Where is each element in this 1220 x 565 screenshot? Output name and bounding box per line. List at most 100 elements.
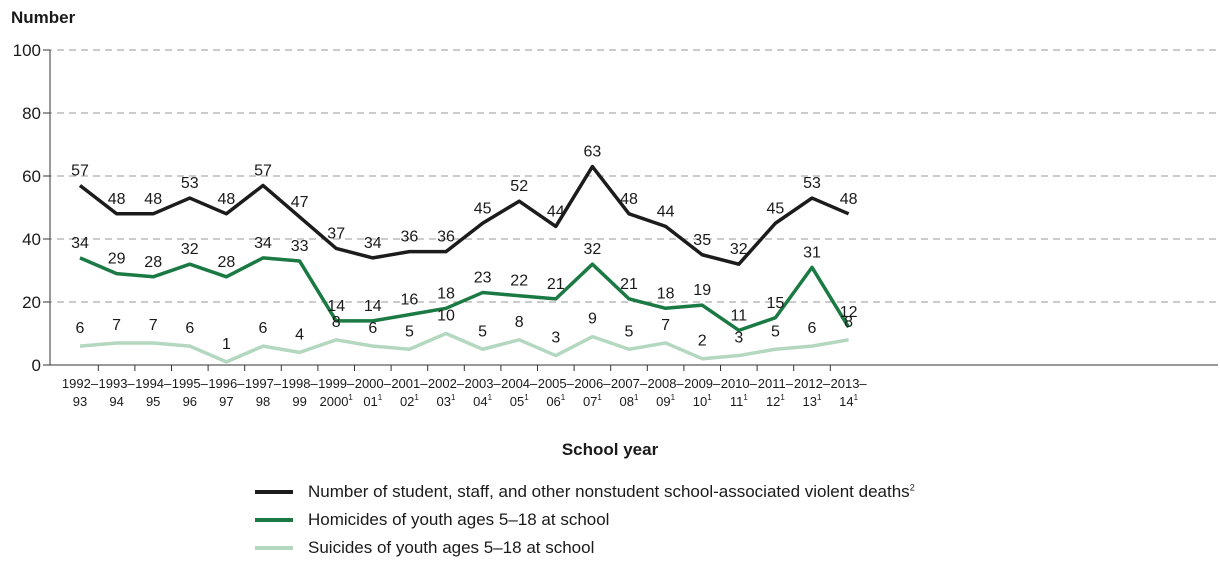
data-label: 6 bbox=[76, 320, 85, 337]
x-tick-label: 2002– bbox=[428, 376, 465, 391]
data-label: 8 bbox=[844, 314, 853, 331]
data-label: 28 bbox=[218, 254, 236, 271]
data-label: 52 bbox=[510, 178, 528, 195]
x-tick-label: 121 bbox=[766, 393, 785, 409]
data-label: 6 bbox=[259, 320, 268, 337]
data-label: 32 bbox=[181, 241, 199, 258]
data-label: 23 bbox=[474, 270, 492, 287]
data-label: 12 bbox=[840, 304, 858, 321]
y-tick-label: 100 bbox=[13, 41, 41, 60]
data-label: 28 bbox=[144, 254, 162, 271]
x-tick-label: 131 bbox=[803, 393, 822, 409]
x-tick-label: 1999– bbox=[318, 376, 355, 391]
legend-label-deaths: Number of student, staff, and other nons… bbox=[308, 482, 915, 501]
data-label: 48 bbox=[144, 191, 162, 208]
data-label: 37 bbox=[327, 225, 345, 242]
data-label: 7 bbox=[661, 317, 670, 334]
x-tick-label: 081 bbox=[620, 393, 639, 409]
x-tick-label: 061 bbox=[546, 393, 565, 409]
data-label: 3 bbox=[734, 330, 743, 347]
data-label: 6 bbox=[368, 320, 377, 337]
x-tick-label: 2013– bbox=[831, 376, 868, 391]
data-label: 34 bbox=[254, 235, 272, 252]
data-label: 4 bbox=[295, 326, 304, 343]
x-tick-label: 1993– bbox=[99, 376, 136, 391]
x-tick-label: 111 bbox=[730, 393, 749, 409]
legend-item-homicides: Homicides of youth ages 5–18 at school bbox=[255, 506, 915, 534]
data-label: 48 bbox=[108, 191, 126, 208]
data-label: 53 bbox=[181, 175, 199, 192]
data-label: 36 bbox=[437, 229, 455, 246]
data-label: 8 bbox=[332, 314, 341, 331]
data-label: 6 bbox=[808, 320, 817, 337]
series-line-1 bbox=[79, 256, 851, 333]
data-label: 5 bbox=[478, 323, 487, 340]
data-label: 36 bbox=[401, 229, 419, 246]
x-tick-label: 091 bbox=[656, 393, 675, 409]
data-label: 5 bbox=[771, 323, 780, 340]
y-tick-label: 60 bbox=[22, 167, 41, 186]
x-tick-label: 1994– bbox=[135, 376, 172, 391]
data-label: 11 bbox=[730, 307, 747, 324]
data-label: 16 bbox=[401, 292, 419, 309]
data-label: 9 bbox=[588, 311, 597, 328]
x-tick-label: 99 bbox=[292, 394, 306, 409]
data-label: 14 bbox=[364, 298, 382, 315]
data-label: 34 bbox=[71, 235, 89, 252]
x-tick-label: 2004– bbox=[501, 376, 538, 391]
series-line-2 bbox=[79, 331, 849, 364]
x-tick-label: 96 bbox=[183, 394, 197, 409]
x-tick-label: 2001– bbox=[391, 376, 428, 391]
y-tick-label: 40 bbox=[22, 230, 41, 249]
legend-label-homicides: Homicides of youth ages 5–18 at school bbox=[308, 510, 610, 529]
x-axis-title: School year bbox=[561, 440, 659, 459]
legend-item-suicides: Suicides of youth ages 5–18 at school bbox=[255, 534, 915, 562]
x-tick-label: 98 bbox=[256, 394, 270, 409]
x-tick-label: 2007– bbox=[611, 376, 648, 391]
legend-item-deaths: Number of student, staff, and other nons… bbox=[255, 478, 915, 506]
data-label: 34 bbox=[364, 235, 382, 252]
x-tick-label: 2006– bbox=[574, 376, 611, 391]
x-tick-label: 1997– bbox=[245, 376, 282, 391]
data-label: 7 bbox=[149, 317, 158, 334]
y-tick-label: 80 bbox=[22, 104, 41, 123]
data-label: 44 bbox=[657, 203, 675, 220]
x-tick-label: 95 bbox=[146, 394, 160, 409]
x-tick-label: 97 bbox=[219, 394, 233, 409]
x-tick-label: 101 bbox=[693, 393, 712, 409]
x-tick-label: 20001 bbox=[320, 393, 354, 409]
x-tick-label: 2008– bbox=[648, 376, 685, 391]
legend-swatch-homicides bbox=[255, 518, 293, 522]
data-label: 7 bbox=[112, 317, 121, 334]
legend-swatch-deaths bbox=[255, 490, 293, 494]
x-tick-label: 2000– bbox=[355, 376, 392, 391]
legend-swatch-suicides bbox=[255, 546, 293, 550]
data-label: 1 bbox=[222, 336, 231, 353]
data-label: 48 bbox=[840, 191, 858, 208]
data-label: 48 bbox=[620, 191, 638, 208]
line-chart: 0204060801001992–931993–941994–951995–96… bbox=[13, 41, 1220, 409]
data-label: 33 bbox=[291, 238, 309, 255]
data-label: 44 bbox=[547, 203, 565, 220]
x-tick-label: 071 bbox=[583, 393, 602, 409]
y-tick-label: 0 bbox=[32, 356, 41, 375]
data-label: 35 bbox=[693, 232, 711, 249]
data-label: 21 bbox=[547, 276, 565, 293]
data-label: 14 bbox=[327, 298, 345, 315]
data-label: 45 bbox=[474, 200, 492, 217]
data-label: 21 bbox=[620, 276, 638, 293]
x-tick-label: 2009– bbox=[684, 376, 721, 391]
data-label: 5 bbox=[405, 323, 414, 340]
data-label: 18 bbox=[437, 285, 455, 302]
legend-label-suicides: Suicides of youth ages 5–18 at school bbox=[308, 538, 595, 557]
series-line-0 bbox=[78, 164, 850, 266]
data-label: 32 bbox=[584, 241, 602, 258]
x-tick-label: 94 bbox=[109, 394, 123, 409]
data-label: 3 bbox=[551, 330, 560, 347]
x-tick-label: 141 bbox=[839, 393, 858, 409]
x-tick-label: 041 bbox=[473, 393, 492, 409]
x-tick-label: 1998– bbox=[282, 376, 319, 391]
y-tick-label: 20 bbox=[22, 293, 41, 312]
legend: Number of student, staff, and other nons… bbox=[255, 478, 915, 562]
data-label: 32 bbox=[730, 241, 748, 258]
